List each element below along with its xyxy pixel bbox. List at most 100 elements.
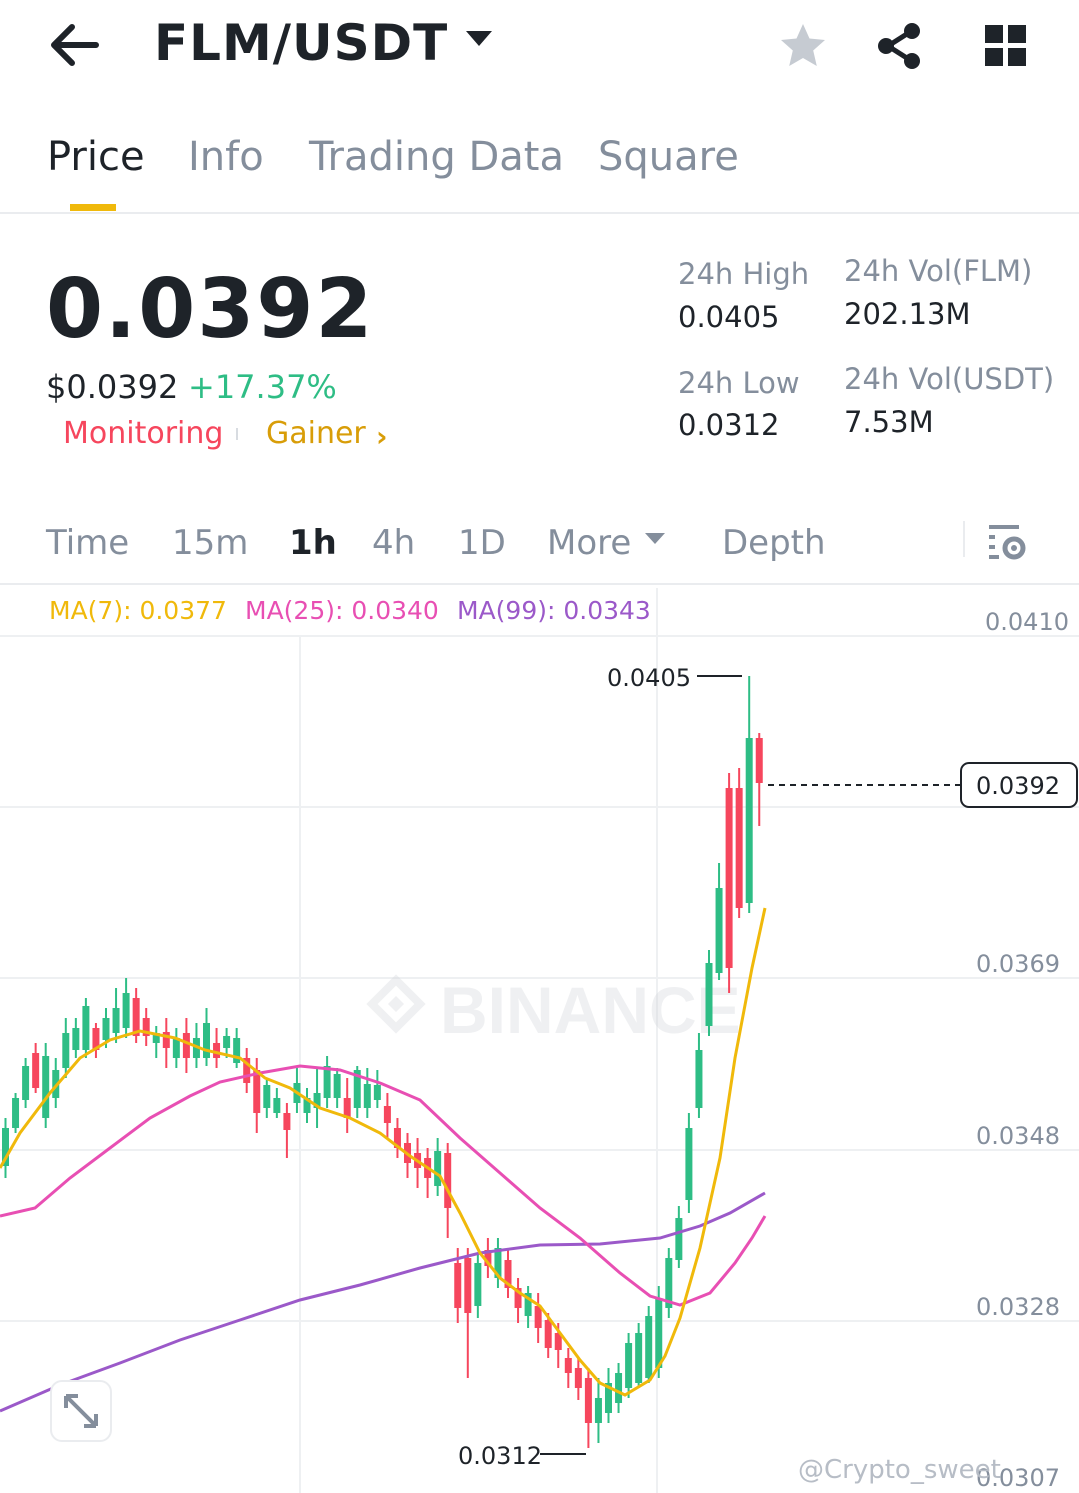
- candle-body: [22, 1066, 30, 1100]
- candle-body: [323, 1066, 331, 1098]
- candle-body: [695, 1050, 703, 1108]
- candle-body: [162, 1032, 170, 1048]
- candle-body: [454, 1263, 462, 1308]
- candle-body: [665, 1258, 673, 1308]
- candle-body: [594, 1398, 602, 1423]
- candle-body: [635, 1333, 643, 1383]
- candle-body: [685, 1128, 693, 1200]
- caret-down-icon: [645, 533, 666, 544]
- chevron-right-icon[interactable]: ›: [376, 420, 388, 453]
- high-marker: 0.0405: [607, 664, 742, 692]
- candles-group: [2, 676, 763, 1448]
- interval-time[interactable]: Time: [46, 523, 130, 563]
- low-value: 0.0312: [678, 408, 780, 442]
- tab-square[interactable]: Square: [598, 134, 739, 180]
- candle-body: [2, 1128, 9, 1166]
- candle-body: [152, 1033, 160, 1043]
- pair-title: FLM/USDT: [154, 14, 449, 72]
- interval-15m[interactable]: 15m: [172, 523, 249, 563]
- candle-body: [725, 788, 733, 968]
- candlestick-chart[interactable]: BINANCE 0.0405 0.0312 0.0410 0.0369 0.03…: [0, 588, 1079, 1493]
- favorite-star-icon[interactable]: [777, 20, 829, 72]
- candle-body: [223, 1036, 231, 1048]
- candle-body: [42, 1056, 50, 1118]
- section-tabs: Price Info Trading Data Square: [0, 120, 1079, 214]
- candle-body: [363, 1084, 371, 1108]
- candle-body: [554, 1333, 562, 1350]
- candle-body: [383, 1106, 391, 1123]
- candle-body: [574, 1368, 582, 1388]
- candle-body: [675, 1218, 683, 1260]
- interval-depth[interactable]: Depth: [722, 523, 826, 563]
- candle-body: [102, 1018, 110, 1040]
- pair-selector[interactable]: FLM/USDT: [154, 14, 493, 72]
- candle-body: [484, 1250, 492, 1266]
- candle-body: [444, 1153, 452, 1208]
- candle-body: [755, 738, 763, 783]
- candle-body: [32, 1053, 40, 1088]
- watermark-text: BINANCE: [440, 973, 741, 1047]
- y-label: 0.0410: [985, 608, 1069, 636]
- vol-base-label: 24h Vol(FLM): [844, 254, 1033, 288]
- current-price-tag[interactable]: 0.0392: [960, 762, 1078, 808]
- high-label: 24h High: [678, 257, 810, 291]
- interval-1d[interactable]: 1D: [458, 523, 506, 563]
- candle-body: [243, 1058, 251, 1083]
- candle-body: [12, 1098, 20, 1128]
- candle-body: [584, 1378, 592, 1423]
- y-label: 0.0328: [976, 1293, 1060, 1321]
- candle-body: [474, 1263, 482, 1306]
- more-label: More: [547, 523, 632, 563]
- candle-body: [735, 788, 743, 908]
- tag-divider: [236, 428, 238, 440]
- chart-settings-icon[interactable]: [985, 519, 1029, 563]
- grid-menu-icon[interactable]: [980, 20, 1032, 72]
- y-label: 0.0369: [976, 950, 1060, 978]
- candle-body: [82, 1006, 90, 1050]
- interval-more[interactable]: More: [547, 523, 666, 563]
- candle-body: [72, 1028, 80, 1050]
- candle-body: [625, 1343, 633, 1388]
- high-value: 0.0405: [678, 300, 780, 334]
- low-marker-label: 0.0312: [458, 1442, 542, 1470]
- low-marker: 0.0312: [458, 1442, 586, 1470]
- interval-1h[interactable]: 1h: [289, 523, 337, 563]
- top-bar: FLM/USDT: [0, 0, 1079, 95]
- last-price: 0.0392: [46, 262, 375, 357]
- ma99-legend: MA(99): 0.0343: [457, 596, 651, 625]
- candle-body: [132, 998, 140, 1036]
- fullscreen-expand-icon[interactable]: [50, 1380, 112, 1442]
- candle-body: [283, 1113, 291, 1130]
- share-icon[interactable]: [874, 20, 926, 72]
- candle-body: [313, 1093, 321, 1108]
- interval-bar: Time 15m 1h 4h 1D More Depth: [0, 505, 1079, 585]
- vol-base-value: 202.13M: [844, 297, 971, 331]
- candle-body: [203, 1023, 210, 1058]
- candle-body: [353, 1070, 361, 1108]
- usd-price: $0.0392: [46, 368, 179, 406]
- candle-body: [233, 1038, 241, 1063]
- candle-body: [544, 1320, 552, 1348]
- candle-body: [464, 1258, 472, 1313]
- ma-legend: MA(7): 0.0377 MA(25): 0.0340 MA(99): 0.0…: [0, 588, 1079, 636]
- tab-price[interactable]: Price: [47, 134, 145, 180]
- candle-body: [333, 1074, 341, 1098]
- gainer-tag[interactable]: Gainer: [266, 416, 366, 451]
- interval-4h[interactable]: 4h: [372, 523, 416, 563]
- tab-trading-data[interactable]: Trading Data: [309, 134, 564, 180]
- ma25-legend: MA(25): 0.0340: [245, 596, 439, 625]
- y-label: 0.0348: [976, 1122, 1060, 1150]
- candle-body: [112, 1008, 120, 1033]
- ma25-line: [0, 1064, 767, 1307]
- candle-body: [373, 1085, 381, 1100]
- ma99-line: [0, 1191, 766, 1413]
- binance-watermark: BINANCE: [366, 973, 741, 1047]
- monitoring-tag[interactable]: Monitoring: [63, 416, 224, 451]
- candle-body: [605, 1383, 612, 1413]
- back-arrow-icon[interactable]: [48, 20, 104, 70]
- vol-quote-label: 24h Vol(USDT): [844, 362, 1055, 396]
- candle-body: [92, 1028, 100, 1050]
- change-percent: +17.37%: [188, 368, 337, 406]
- candle-body: [524, 1293, 532, 1316]
- tab-info[interactable]: Info: [188, 134, 264, 180]
